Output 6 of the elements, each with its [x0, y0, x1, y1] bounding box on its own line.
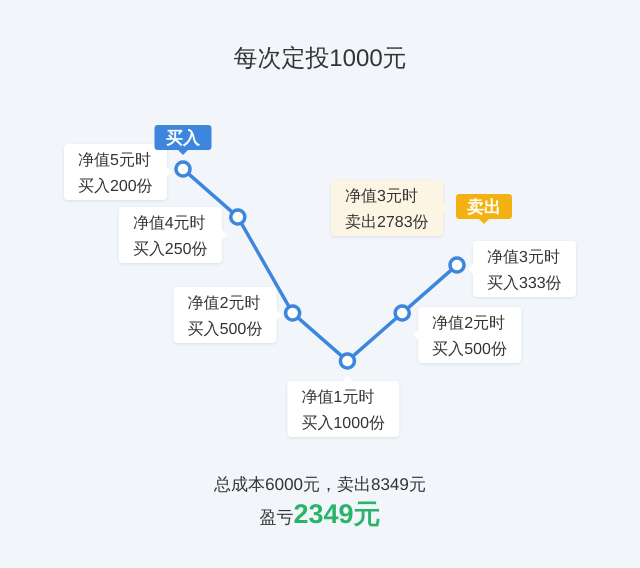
badge-buy-text: 买入	[166, 128, 200, 148]
profit: 盈亏2349元	[259, 499, 381, 529]
title: 每次定投1000元	[233, 45, 407, 72]
summary: 总成本6000元，卖出8349元	[214, 475, 426, 494]
sell-note-text: 净值3元时卖出2783份	[345, 188, 429, 231]
badge-sell-text: 卖出	[467, 198, 501, 216]
